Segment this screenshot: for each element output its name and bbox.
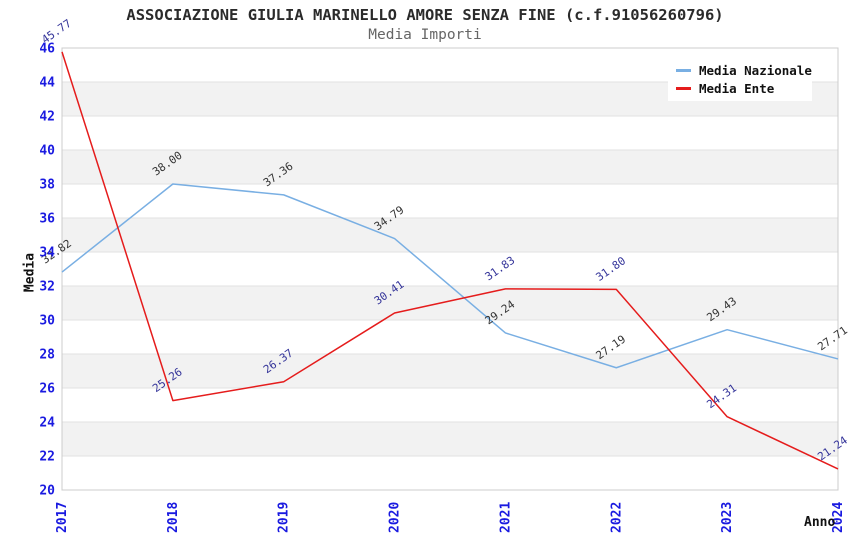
legend-item-media-ente: Media Ente	[676, 79, 812, 97]
x-tick-label: 2017	[55, 502, 70, 533]
y-tick-label: 36	[39, 212, 55, 227]
legend-label-media-nazionale: Media Nazionale	[699, 62, 812, 78]
grid-band	[62, 354, 838, 388]
x-tick-label: 2018	[166, 502, 181, 533]
grid-band	[62, 150, 838, 184]
y-tick-label: 44	[39, 76, 55, 91]
y-tick-label: 24	[39, 416, 55, 431]
chart-subtitle: Media Importi	[368, 27, 482, 43]
y-tick-label: 26	[39, 382, 55, 397]
y-tick-label: 38	[39, 178, 55, 193]
x-tick-label: 2022	[609, 502, 624, 533]
plot-border	[61, 47, 839, 491]
legend: Media Nazionale Media Ente	[668, 57, 812, 101]
y-axis-title: Media	[22, 252, 38, 293]
y-tick-label: 20	[39, 484, 55, 499]
x-tick-label: 2020	[388, 502, 403, 533]
legend-swatch-media-ente	[676, 86, 691, 90]
grid-band	[62, 218, 838, 252]
x-axis-title: Anno	[804, 515, 836, 530]
x-tick-label: 2023	[720, 502, 735, 533]
grid-band	[62, 422, 838, 456]
grid-band	[62, 286, 838, 320]
legend-item-media-nazionale: Media Nazionale	[676, 61, 812, 79]
legend-label-media-ente: Media Ente	[699, 80, 775, 96]
series-line-media-nazionale	[61, 183, 839, 369]
y-tick-label: 22	[39, 450, 55, 465]
y-tick-label: 28	[39, 348, 55, 363]
legend-swatch-media-nazionale	[676, 68, 691, 72]
y-tick-label: 46	[39, 42, 55, 57]
data-label: 31.83	[483, 254, 518, 284]
data-label: 31.80	[594, 254, 629, 284]
data-label: 27.71	[815, 324, 850, 354]
y-tick-label: 42	[39, 110, 55, 125]
y-tick-label: 32	[39, 280, 55, 295]
chart-title: ASSOCIAZIONE GIULIA MARINELLO AMORE SENZ…	[126, 6, 724, 24]
series-line-media-ente	[61, 51, 839, 470]
x-tick-label: 2021	[498, 502, 513, 533]
x-tick-label: 2019	[277, 502, 292, 533]
y-tick-label: 30	[39, 314, 55, 329]
x-tick-label: 2024	[831, 502, 846, 533]
y-tick-label: 34	[39, 246, 55, 261]
y-tick-label: 40	[39, 144, 55, 159]
